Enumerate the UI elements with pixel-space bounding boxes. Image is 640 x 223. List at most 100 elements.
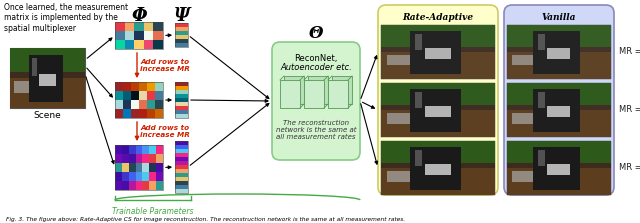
Bar [175,94,188,98]
Bar [175,165,188,169]
Bar [115,109,123,118]
Bar [175,98,188,102]
Bar [136,181,143,190]
Bar [155,82,163,91]
Bar [156,181,163,190]
Bar [507,83,611,137]
Bar [175,141,188,193]
Bar [512,113,533,124]
Bar [136,163,143,172]
Bar [123,91,131,100]
Bar [143,181,149,190]
Bar [415,150,422,166]
Bar [175,31,188,35]
Bar [125,22,134,31]
Bar [131,100,139,109]
Bar [115,154,122,163]
Text: Add rows to
increase MR: Add rows to increase MR [140,59,190,72]
Text: Add rows to
increase MR: Add rows to increase MR [140,125,190,138]
Bar [175,90,188,94]
Bar [122,163,129,172]
Bar [415,92,422,108]
Bar [415,34,422,50]
Bar [175,181,188,185]
Bar [155,109,163,118]
Bar [175,106,188,110]
Bar [547,164,570,175]
Bar [175,110,188,114]
Bar [129,154,136,163]
Text: Θ: Θ [308,25,323,43]
Bar [175,114,188,118]
Bar [381,25,495,79]
Bar [381,52,495,79]
Bar [381,83,495,137]
Bar [381,141,495,163]
Bar [156,163,163,172]
Bar [387,55,410,66]
Bar [381,110,495,137]
Bar [129,172,136,181]
Bar [136,154,143,163]
Bar [175,173,188,177]
Bar [122,181,129,190]
FancyBboxPatch shape [308,76,328,104]
Bar [147,100,155,109]
Bar [381,168,495,195]
Bar [143,172,149,181]
Bar [175,161,188,165]
Bar [175,39,188,43]
Bar [149,145,156,154]
Bar [39,74,56,86]
Bar [139,109,147,118]
Bar [175,102,188,106]
Text: MR = 0.10: MR = 0.10 [619,105,640,114]
Bar [533,147,580,190]
Bar [144,31,154,40]
Bar [154,40,163,49]
Bar [507,83,611,137]
Text: MR = 0.04: MR = 0.04 [619,47,640,56]
Bar [129,181,136,190]
Bar [115,82,123,91]
Text: ReconNet,: ReconNet, [294,54,338,62]
Bar [175,153,188,157]
FancyBboxPatch shape [280,80,300,108]
Bar [115,100,123,109]
Bar [507,141,611,195]
Bar [143,154,149,163]
Bar [507,25,611,79]
Bar [115,31,125,40]
Bar [175,189,188,193]
Bar [410,31,461,74]
Bar [175,35,188,39]
Bar [507,110,611,137]
Bar [175,177,188,181]
FancyBboxPatch shape [504,5,614,195]
Text: Autoencoder etc.: Autoencoder etc. [280,62,352,72]
Bar [149,154,156,163]
Bar [175,82,188,118]
Bar [139,91,147,100]
Bar [410,147,461,190]
Bar [149,163,156,172]
Bar [381,141,495,195]
Bar [533,31,580,74]
Bar [10,48,85,72]
Text: Ψ: Ψ [173,7,189,25]
Bar [154,22,163,31]
Bar [131,82,139,91]
Bar [533,89,580,132]
Bar [122,172,129,181]
Bar [381,25,495,79]
Bar [425,106,451,117]
Bar [547,48,570,59]
Bar [175,23,188,27]
Bar [139,100,147,109]
FancyBboxPatch shape [272,42,360,160]
Bar [175,27,188,31]
Bar [115,82,163,118]
Bar [175,23,188,47]
Bar [175,43,188,47]
Bar [10,48,85,108]
